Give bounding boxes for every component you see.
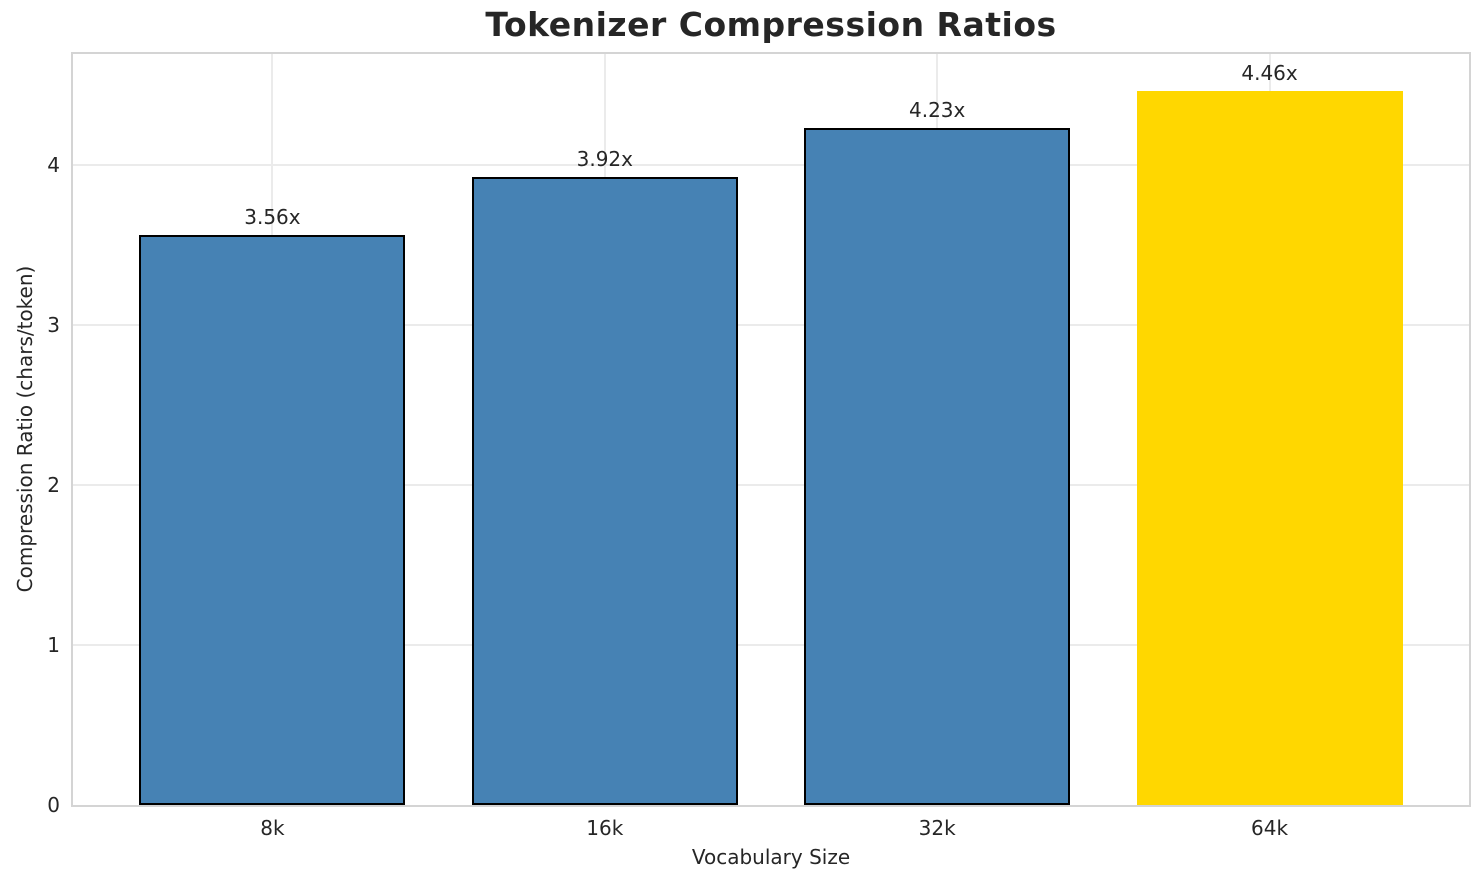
bar [1136, 90, 1403, 805]
y-tick-label: 2 [47, 472, 60, 497]
x-tick-label: 32k [918, 816, 956, 840]
horizontal-gridline [73, 643, 1469, 646]
plot-area: 0 1 2 3 4 3.56x 8k 3.92x 16k 4.23x 32k 4.46x 64k [47, 52, 1471, 840]
horizontal-gridline [73, 163, 1469, 166]
bar-value-label: 4.23x [909, 97, 966, 122]
y-axis-label: Compression Ratio (chars/token) [13, 265, 37, 593]
x-axis-label: Vocabulary Size [691, 845, 851, 869]
horizontal-gridline [73, 323, 1469, 326]
x-tick-label: 64k [1251, 816, 1289, 840]
y-tick-label: 1 [47, 632, 60, 657]
bar [139, 234, 406, 805]
bar-value-label: 3.56x [244, 204, 301, 229]
y-tick-label: 0 [47, 793, 60, 817]
horizontal-gridline [73, 483, 1469, 486]
bar [804, 127, 1071, 805]
y-tick-label: 3 [47, 312, 60, 337]
chart-title: Tokenizer Compression Ratios [485, 5, 1057, 44]
bar-value-label: 4.46x [1241, 60, 1298, 85]
y-tick-label: 4 [47, 152, 60, 177]
bar-value-label: 3.92x [576, 147, 633, 172]
x-tick-label: 8k [260, 816, 285, 840]
x-tick-label: 16k [586, 816, 624, 840]
bar [471, 177, 738, 805]
